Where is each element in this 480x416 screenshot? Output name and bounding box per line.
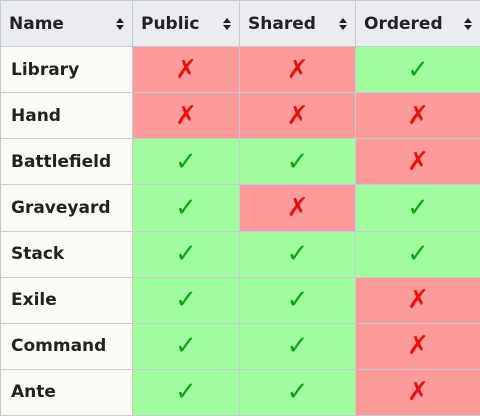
- cell-public: ✓: [132, 368, 240, 416]
- cross-icon: ✗: [407, 285, 429, 316]
- cross-icon: ✗: [175, 54, 197, 85]
- zone-name-cell: Command: [0, 322, 133, 370]
- cross-icon: ✗: [175, 100, 197, 131]
- cell-shared: ✓: [239, 322, 356, 370]
- table-row: Library ✗ ✗ ✓: [0, 45, 480, 94]
- check-icon: ✓: [175, 331, 197, 362]
- cross-icon: ✗: [407, 100, 429, 131]
- check-icon: ✓: [286, 285, 309, 316]
- zone-name-cell: Hand: [0, 92, 133, 140]
- cross-icon: ✗: [286, 54, 309, 85]
- column-header-label: Shared: [248, 13, 316, 34]
- cell-ordered: ✗: [355, 322, 480, 370]
- table-body: Library ✗ ✗ ✓ Hand ✗ ✗ ✗ Battlefield ✓ ✓ ✗ Graveyard…: [0, 45, 480, 416]
- table-row: Hand ✗ ✗ ✗: [0, 92, 480, 140]
- column-header-shared[interactable]: Shared: [239, 0, 356, 47]
- check-icon: ✓: [407, 54, 429, 85]
- check-icon: ✓: [407, 192, 429, 223]
- column-header-ordered[interactable]: Ordered: [355, 0, 480, 47]
- table-row: Ante ✓ ✓ ✗: [0, 368, 480, 416]
- check-icon: ✓: [175, 285, 197, 316]
- cross-icon: ✗: [286, 192, 309, 223]
- check-icon: ✓: [175, 377, 197, 408]
- cell-ordered: ✓: [355, 184, 480, 232]
- cell-ordered: ✓: [355, 230, 480, 278]
- cell-ordered: ✗: [355, 92, 480, 140]
- check-icon: ✓: [407, 239, 429, 270]
- cell-shared: ✗: [239, 45, 356, 94]
- zone-name-cell: Ante: [0, 368, 133, 416]
- check-icon: ✓: [286, 331, 309, 362]
- sort-icon[interactable]: [221, 17, 233, 30]
- cell-public: ✗: [132, 45, 240, 94]
- column-header-label: Name: [9, 13, 64, 34]
- zone-name-cell: Graveyard: [0, 184, 133, 232]
- table-row: Graveyard ✓ ✗ ✓: [0, 184, 480, 232]
- cell-ordered: ✓: [355, 45, 480, 94]
- table-row: Exile ✓ ✓ ✗: [0, 276, 480, 324]
- zone-name-cell: Stack: [0, 230, 133, 278]
- check-icon: ✓: [286, 377, 309, 408]
- cell-public: ✗: [132, 92, 240, 140]
- header-row: Name Public Shared Ordered: [0, 0, 480, 47]
- cell-shared: ✓: [239, 368, 356, 416]
- cell-shared: ✗: [239, 184, 356, 232]
- column-header-public[interactable]: Public: [132, 0, 240, 47]
- check-icon: ✓: [286, 146, 309, 177]
- check-icon: ✓: [286, 239, 309, 270]
- sort-icon[interactable]: [337, 17, 349, 30]
- cell-shared: ✓: [239, 276, 356, 324]
- cross-icon: ✗: [407, 146, 429, 177]
- column-header-label: Ordered: [364, 13, 443, 34]
- sort-icon[interactable]: [462, 17, 474, 30]
- table-row: Battlefield ✓ ✓ ✗: [0, 138, 480, 186]
- cell-public: ✓: [132, 184, 240, 232]
- cell-ordered: ✗: [355, 276, 480, 324]
- cross-icon: ✗: [407, 377, 429, 408]
- zone-name-cell: Battlefield: [0, 138, 133, 186]
- sort-icon[interactable]: [114, 17, 126, 30]
- column-header-label: Public: [141, 13, 200, 34]
- check-icon: ✓: [175, 146, 197, 177]
- cell-ordered: ✗: [355, 368, 480, 416]
- table-row: Stack ✓ ✓ ✓: [0, 230, 480, 278]
- check-icon: ✓: [175, 239, 197, 270]
- check-icon: ✓: [175, 192, 197, 223]
- zone-name-cell: Library: [0, 45, 133, 94]
- zone-name-cell: Exile: [0, 276, 133, 324]
- cell-shared: ✗: [239, 92, 356, 140]
- cell-shared: ✓: [239, 230, 356, 278]
- cell-ordered: ✗: [355, 138, 480, 186]
- cell-public: ✓: [132, 230, 240, 278]
- column-header-name[interactable]: Name: [0, 0, 133, 47]
- cross-icon: ✗: [407, 331, 429, 362]
- cell-shared: ✓: [239, 138, 356, 186]
- cross-icon: ✗: [286, 100, 309, 131]
- cell-public: ✓: [132, 138, 240, 186]
- table-row: Command ✓ ✓ ✗: [0, 322, 480, 370]
- cell-public: ✓: [132, 322, 240, 370]
- cell-public: ✓: [132, 276, 240, 324]
